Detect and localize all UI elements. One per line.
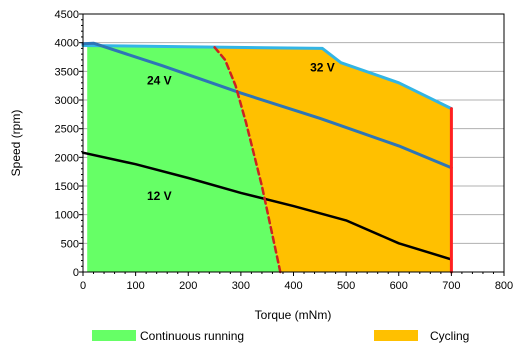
plot-frame: [82, 13, 505, 273]
x-axis-title: Torque (mNm): [255, 308, 332, 322]
y-tick-label: 500: [61, 238, 79, 250]
legend-label-continuous: Continuous running: [140, 329, 244, 343]
x-tick-label: 400: [284, 280, 302, 292]
y-tick-label: 3000: [55, 95, 79, 107]
y-axis-title: Speed (rpm): [9, 110, 23, 177]
y-tick-label: 3500: [55, 66, 79, 78]
series-line-24v: [81, 41, 453, 170]
series-lines: [81, 41, 453, 274]
y-tick-label: 4500: [55, 9, 79, 21]
region-labels: 24 V 32 V 12 V: [147, 60, 335, 202]
x-tick-label: 800: [495, 280, 513, 292]
y-tick-label: 0: [73, 267, 79, 279]
legend: Continuous running Cycling: [92, 329, 469, 343]
series-line-12v: [81, 151, 453, 261]
y-tick-label: 1500: [55, 181, 79, 193]
boundary-dashed-line: [213, 46, 282, 274]
label-24v: 24 V: [147, 74, 172, 88]
y-tick-label: 2500: [55, 124, 79, 136]
y-tick-label: 4000: [55, 38, 79, 50]
x-tick-label: 300: [232, 280, 250, 292]
region-continuous-running: [87, 45, 281, 272]
series-line-32v: [81, 44, 453, 111]
x-tick-label: 700: [442, 280, 460, 292]
label-12v: 12 V: [147, 189, 172, 203]
y-tick-label: 1000: [55, 210, 79, 222]
x-tick-label: 600: [390, 280, 408, 292]
x-tick-label: 0: [80, 280, 86, 292]
label-32v: 32 V: [310, 60, 335, 74]
x-tick-label: 200: [179, 280, 197, 292]
y-tick-label: 2000: [55, 152, 79, 164]
x-tick-label: 100: [126, 280, 144, 292]
legend-label-cycling: Cycling: [430, 329, 469, 343]
legend-swatch-cycling: [374, 330, 418, 341]
x-tick-label: 500: [337, 280, 355, 292]
axes: 0 500 1000 1500 2000 2500 3000 3500 4000 4500 0 100…: [55, 9, 514, 292]
regions: [87, 45, 452, 272]
legend-swatch-continuous: [92, 330, 136, 341]
